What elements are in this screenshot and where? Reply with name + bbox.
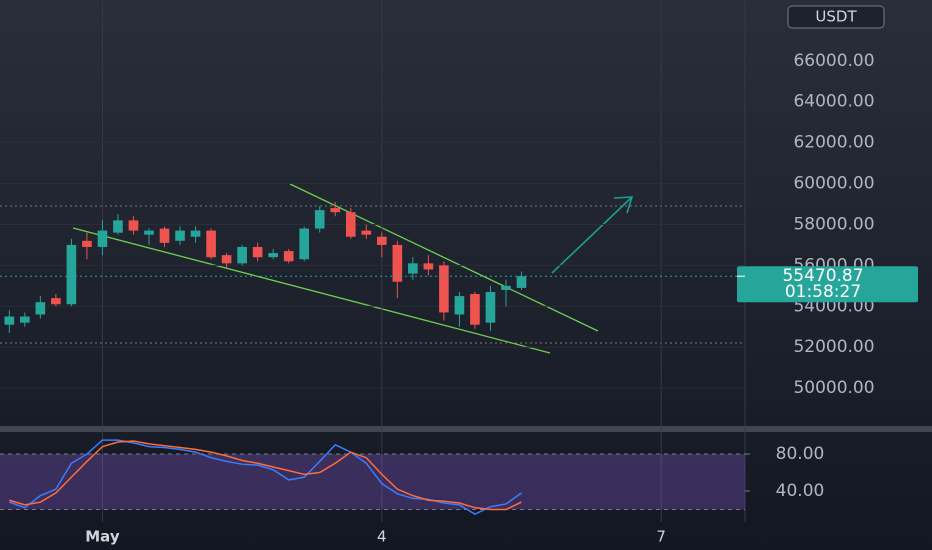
candle-body — [345, 212, 356, 237]
candle-body — [252, 246, 263, 258]
candle-body — [392, 244, 403, 282]
countdown-label: 01:58:27 — [785, 282, 861, 302]
candle-body — [439, 265, 449, 313]
candle-body — [35, 302, 46, 315]
candle-body — [4, 316, 15, 325]
x-tick-label: 4 — [377, 528, 387, 546]
last-price-badge — [737, 266, 918, 303]
indicator-line — [9, 440, 522, 511]
currency-label: USDT — [815, 8, 857, 26]
last-price-label: 55470.87 — [782, 266, 863, 286]
candle-body — [377, 236, 387, 245]
candle-body — [470, 294, 480, 325]
y-tick-label: 60000.00 — [793, 174, 874, 194]
x-tick-label: 7 — [656, 528, 666, 546]
candle-body — [268, 253, 278, 258]
arrow-drawing — [551, 196, 633, 274]
candle-body — [190, 230, 201, 237]
x-tick-label: May — [85, 528, 120, 546]
candle-body — [159, 228, 170, 243]
candle-body — [206, 230, 216, 258]
y-tick-label: 66000.00 — [793, 51, 874, 71]
candle-body — [299, 228, 310, 260]
candle-body — [454, 296, 465, 315]
candle-body — [330, 208, 341, 213]
y-tick-label: 64000.00 — [793, 92, 874, 112]
candle-body — [20, 316, 30, 323]
candle-body — [516, 276, 527, 288]
candle-body — [221, 255, 232, 264]
indicator-tick-label: 40.00 — [776, 481, 825, 501]
arrow-head — [613, 196, 634, 214]
candle-body — [485, 291, 496, 323]
pane-separator — [0, 426, 932, 432]
trend-line — [72, 227, 551, 354]
y-tick-label: 52000.00 — [793, 337, 874, 357]
candle-body — [51, 298, 61, 305]
candle-body — [283, 251, 294, 262]
y-tick-label: 62000.00 — [793, 133, 874, 153]
candle-body — [113, 220, 123, 233]
candle-body — [82, 240, 92, 247]
candle-body — [144, 230, 154, 235]
indicator-tick-label: 80.00 — [776, 444, 825, 464]
candle-body — [237, 246, 247, 264]
y-tick-label: 50000.00 — [793, 378, 874, 398]
candle-body — [97, 230, 108, 247]
y-tick-label: 58000.00 — [793, 214, 874, 234]
candle-body — [501, 285, 511, 290]
candle-body — [408, 263, 418, 274]
candle-body — [361, 230, 372, 235]
plot-layer: May 4 750000.0052000.0054000.0056000.00580… — [0, 0, 918, 546]
candle-body — [314, 210, 325, 229]
candle-body — [66, 244, 77, 305]
candle-body — [175, 230, 185, 241]
candle-body — [423, 263, 434, 270]
currency-badge — [787, 5, 885, 29]
indicator-band — [0, 454, 745, 510]
candle-body — [128, 220, 139, 231]
